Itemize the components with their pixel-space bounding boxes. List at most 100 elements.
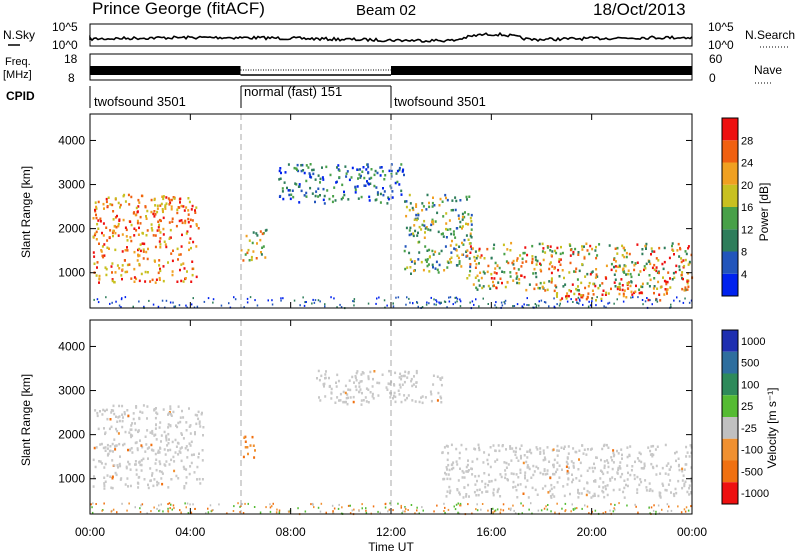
power-cell bbox=[468, 274, 471, 277]
power-cell bbox=[501, 281, 503, 285]
velocity-cell bbox=[465, 493, 468, 496]
power-cell bbox=[132, 305, 134, 308]
power-cell bbox=[164, 207, 167, 210]
power-cell bbox=[363, 184, 366, 187]
velocity-cell bbox=[690, 451, 693, 455]
velocity-cell bbox=[416, 506, 418, 509]
power-cell bbox=[670, 303, 672, 306]
velocity-cell bbox=[110, 510, 113, 513]
velocity-cell bbox=[514, 450, 517, 453]
velocity-cell bbox=[196, 414, 199, 417]
power-cell bbox=[513, 267, 516, 270]
power-cell bbox=[448, 219, 451, 222]
power-cell bbox=[195, 245, 198, 248]
velocity-cell bbox=[121, 425, 124, 429]
velocity-cell bbox=[118, 415, 121, 418]
power-cell bbox=[659, 299, 662, 302]
power-cell bbox=[189, 237, 192, 240]
power-cell bbox=[672, 271, 675, 275]
power-cell bbox=[104, 266, 107, 269]
power-cell bbox=[679, 247, 682, 251]
power-cell bbox=[305, 179, 308, 183]
velocity-cell bbox=[439, 395, 442, 398]
power-cell bbox=[605, 277, 608, 280]
power-cell bbox=[564, 283, 567, 286]
velocity-cell bbox=[116, 420, 119, 423]
power-cell bbox=[655, 266, 658, 269]
velocity-cell bbox=[551, 493, 554, 496]
power-cell bbox=[124, 200, 127, 203]
velocity-cell bbox=[93, 476, 96, 480]
velocity-cell bbox=[633, 474, 636, 477]
power-cell bbox=[493, 277, 496, 280]
power-cell bbox=[162, 227, 165, 231]
power-cell bbox=[332, 195, 335, 198]
power-cell bbox=[436, 268, 439, 272]
power-cell bbox=[154, 245, 157, 249]
power-cell bbox=[96, 266, 98, 269]
velocity-cell bbox=[190, 440, 193, 444]
velocity-cell bbox=[196, 478, 198, 481]
power-cell bbox=[97, 200, 100, 204]
power-cell bbox=[454, 236, 457, 239]
power-cell bbox=[279, 167, 282, 170]
velocity-cell bbox=[401, 512, 403, 515]
power-cell bbox=[133, 276, 136, 279]
velocity-cell bbox=[114, 448, 117, 451]
velocity-cell bbox=[484, 485, 487, 489]
power-cell bbox=[434, 250, 437, 254]
power-cell bbox=[535, 306, 537, 309]
power-cell bbox=[469, 245, 472, 248]
power-cell bbox=[413, 224, 416, 227]
power-cell bbox=[555, 251, 558, 255]
velocity-cell bbox=[647, 446, 650, 449]
power-cell bbox=[541, 242, 544, 246]
power-cell bbox=[445, 196, 447, 200]
power-cell bbox=[492, 247, 495, 250]
velocity-cell bbox=[142, 404, 145, 407]
power-cell bbox=[525, 260, 528, 263]
power-cell bbox=[472, 283, 475, 286]
power-cell bbox=[212, 301, 214, 304]
velocity-cell bbox=[521, 512, 523, 515]
power-cell bbox=[412, 232, 415, 235]
velocity-cell bbox=[100, 442, 103, 446]
velocity-cell bbox=[597, 494, 600, 498]
velocity-cell bbox=[378, 381, 381, 385]
velocity-cbar-swatch-0 bbox=[722, 330, 738, 352]
velocity-cell bbox=[622, 490, 625, 494]
velocity-cell bbox=[591, 466, 594, 470]
power-cell bbox=[630, 290, 633, 294]
velocity-cell bbox=[178, 450, 181, 453]
power-cell bbox=[413, 260, 416, 263]
velocity-cell bbox=[593, 492, 596, 496]
velocity-cell bbox=[170, 458, 173, 462]
velocity-cell bbox=[212, 509, 214, 511]
power-cell bbox=[96, 222, 99, 226]
power-cell bbox=[159, 204, 162, 207]
velocity-cell bbox=[122, 416, 124, 419]
power-cell bbox=[406, 296, 408, 299]
velocity-cell bbox=[332, 511, 334, 514]
velocity-cell bbox=[251, 435, 254, 439]
power-cell bbox=[569, 248, 572, 252]
velocity-cell bbox=[169, 448, 172, 452]
power-cell bbox=[533, 267, 536, 271]
power-cell bbox=[185, 304, 187, 307]
velocity-cell bbox=[167, 442, 170, 445]
power-cell bbox=[143, 305, 145, 308]
power-cell bbox=[426, 301, 428, 304]
power-cell bbox=[461, 212, 464, 216]
velocity-cell bbox=[407, 509, 409, 511]
power-cell bbox=[330, 296, 332, 299]
power-cell bbox=[613, 265, 615, 269]
power-cell bbox=[589, 244, 592, 248]
velocity-cell bbox=[604, 511, 607, 514]
power-cell bbox=[538, 242, 541, 246]
velocity-cell bbox=[139, 463, 142, 467]
power-cell bbox=[130, 223, 133, 227]
power-cell bbox=[440, 249, 443, 253]
velocity-cell bbox=[658, 491, 661, 494]
velocity-cell bbox=[566, 472, 569, 475]
velocity-cell bbox=[670, 491, 672, 494]
